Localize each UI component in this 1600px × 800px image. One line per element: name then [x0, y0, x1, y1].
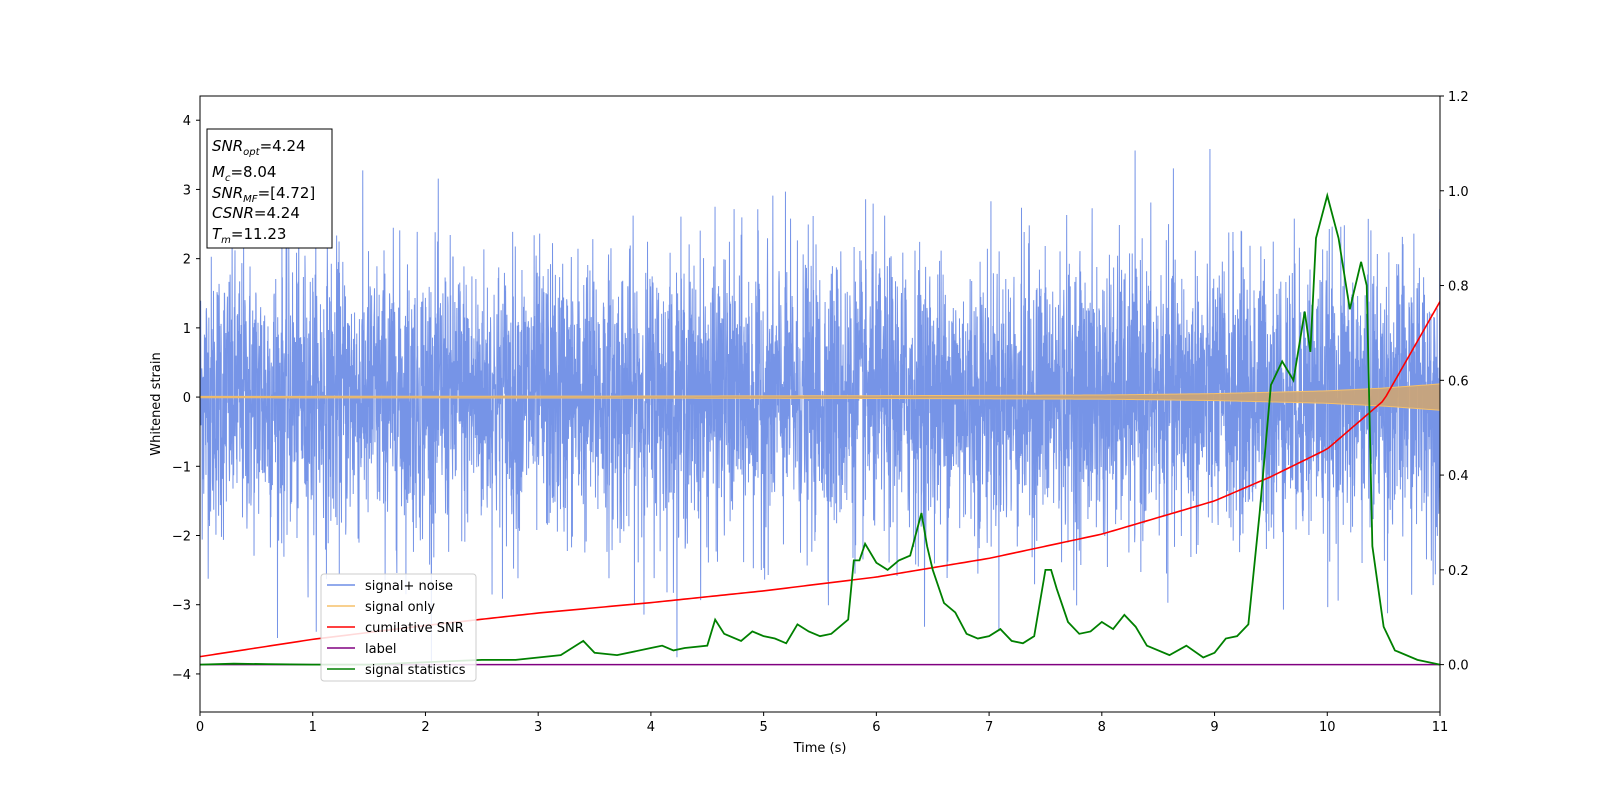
legend-label-cumulative-snr: cumilative SNR [365, 621, 464, 636]
info-csnr: CSNR=4.24 [212, 204, 300, 222]
right-y-tick-label: 0.0 [1448, 659, 1469, 674]
legend-label-label: label [365, 642, 396, 657]
right-y-tick-label: 0.4 [1448, 469, 1469, 484]
left-y-tick-label: 3 [183, 183, 191, 198]
legend-label-signal-only: signal only [365, 600, 435, 615]
x-tick-label: 4 [647, 720, 655, 735]
x-axis-label: Time (s) [793, 741, 847, 756]
x-tick-label: 6 [872, 720, 880, 735]
y-axis-label: Whitened strain [149, 352, 164, 455]
right-y-tick-label: 0.8 [1448, 280, 1469, 295]
right-y-tick-label: 1.2 [1448, 90, 1469, 105]
info-chirp-mass: Mc=8.04 [212, 163, 276, 184]
x-tick-label: 8 [1098, 720, 1106, 735]
right-y-tick-label: 1.0 [1448, 185, 1469, 200]
left-y-tick-label: 0 [183, 391, 191, 406]
right-y-tick-label: 0.2 [1448, 564, 1469, 579]
plot-frame [199, 95, 1441, 713]
left-y-tick-label: 4 [183, 114, 191, 129]
left-y-tick-label: −4 [172, 668, 191, 683]
left-y-axis: 4 3 2 1 0 −1 −2 −3 −4 [172, 114, 200, 683]
legend-frame [320, 573, 477, 682]
x-tick-label: 5 [759, 720, 767, 735]
legend-label-signal-statistics: signal statistics [365, 663, 466, 678]
info-merger-time: Tm=11.23 [212, 225, 286, 246]
x-axis: 0 1 2 3 4 5 6 7 8 9 10 11 [196, 712, 1448, 735]
left-y-tick-label: 1 [183, 322, 191, 337]
x-tick-label: 7 [985, 720, 993, 735]
series-signal-only [200, 383, 1440, 411]
x-tick-label: 3 [534, 720, 542, 735]
left-y-tick-label: −2 [172, 530, 191, 545]
right-y-axis: 1.2 1.0 0.8 0.6 0.4 0.2 0.0 [1440, 90, 1469, 674]
info-snr-opt: SNRopt=4.24 [212, 137, 306, 158]
x-tick-label: 1 [309, 720, 317, 735]
x-tick-label: 2 [421, 720, 429, 735]
info-snr-mf: SNRMF=[4.72] [212, 184, 315, 205]
x-tick-label: 9 [1210, 720, 1218, 735]
legend-label-signal-noise: signal+ noise [365, 579, 453, 594]
right-y-tick-label: 0.6 [1448, 374, 1469, 389]
info-box-frame [206, 128, 333, 249]
series-signal-noise [200, 149, 1440, 676]
left-y-tick-label: −3 [172, 599, 191, 614]
x-tick-label: 0 [196, 720, 204, 735]
series-signal-statistics [200, 191, 1440, 666]
x-tick-label: 10 [1319, 720, 1336, 735]
left-y-tick-label: 2 [183, 253, 191, 268]
legend: signal+ noise signal only cumilative SNR… [320, 573, 477, 682]
info-box: SNRopt=4.24 Mc=8.04 SNRMF=[4.72] CSNR=4.… [206, 128, 333, 249]
x-tick-label: 11 [1432, 720, 1449, 735]
left-y-tick-label: −1 [172, 460, 191, 475]
